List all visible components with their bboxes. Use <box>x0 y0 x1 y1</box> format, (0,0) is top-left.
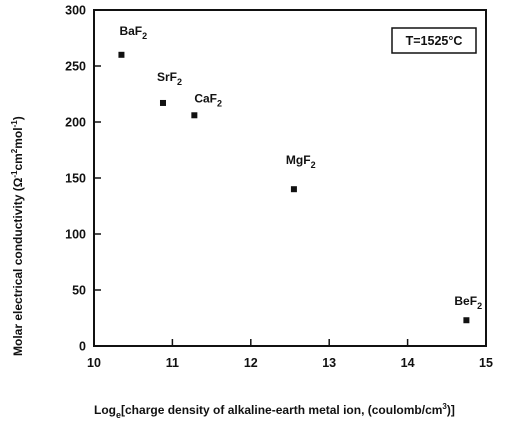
annotation-text: T=1525°C <box>406 34 463 48</box>
data-point <box>191 112 198 119</box>
data-label: MgF2 <box>286 153 316 170</box>
data-label: CaF2 <box>194 91 222 108</box>
data-label-sub: 2 <box>217 98 222 108</box>
x-axis-label-sup: 3 <box>442 402 447 411</box>
y-tick-label: 50 <box>72 284 86 298</box>
x-tick-label: 11 <box>166 356 179 370</box>
data-label-sub: 2 <box>477 301 482 311</box>
y-axis-label-end: ) <box>11 116 25 120</box>
data-label: SrF2 <box>157 70 182 87</box>
y-tick-label: 100 <box>65 228 86 242</box>
x-axis-label-end: )] <box>447 403 455 417</box>
data-label-sub: 2 <box>177 77 182 87</box>
y-axis-label-mid: cm <box>11 153 25 170</box>
data-label-base: MgF <box>286 153 311 167</box>
data-point <box>463 317 470 324</box>
data-point <box>159 99 166 106</box>
annotation-box <box>391 27 477 54</box>
data-point <box>290 186 297 193</box>
data-label-sub: 2 <box>142 31 147 41</box>
y-axis-label-prefix: Molar electrical conductivity (Ω <box>11 177 25 356</box>
data-label: BaF2 <box>119 24 147 41</box>
data-label: BeF2 <box>454 294 482 311</box>
x-axis-label-main: [charge density of alkaline-earth metal … <box>121 403 442 417</box>
y-tick-label: 250 <box>65 60 86 74</box>
x-axis-label: Loge[charge density of alkaline-earth me… <box>94 402 455 420</box>
y-tick-label: 200 <box>65 116 86 130</box>
y-axis-label-sup2: 2 <box>10 148 19 153</box>
x-tick-label: 14 <box>401 356 415 370</box>
x-tick-label: 12 <box>244 356 258 370</box>
y-axis-label-mid2: mol <box>11 127 25 148</box>
y-tick-label: 300 <box>65 4 86 18</box>
x-tick-label: 10 <box>87 356 101 370</box>
x-tick-label: 15 <box>479 356 493 370</box>
data-label-sub: 2 <box>311 160 316 170</box>
y-axis-label-sup1: -1 <box>10 170 19 178</box>
data-point <box>118 51 125 58</box>
y-tick-label: 0 <box>79 340 86 354</box>
y-axis-label: Molar electrical conductivity (Ω-1cm2mol… <box>10 116 25 356</box>
temperature-annotation: T=1525°C <box>391 27 477 54</box>
y-axis-label-sup3: -1 <box>10 120 19 128</box>
data-label-base: CaF <box>194 91 217 105</box>
x-tick-label: 13 <box>322 356 336 370</box>
data-label-base: BaF <box>119 24 142 38</box>
plot-frame <box>93 9 487 347</box>
y-tick-label: 150 <box>65 172 86 186</box>
x-axis-label-prefix: Log <box>94 403 116 417</box>
data-label-base: BeF <box>454 294 477 308</box>
x-axis-label-sub: e <box>116 410 121 420</box>
data-label-base: SrF <box>157 70 177 84</box>
